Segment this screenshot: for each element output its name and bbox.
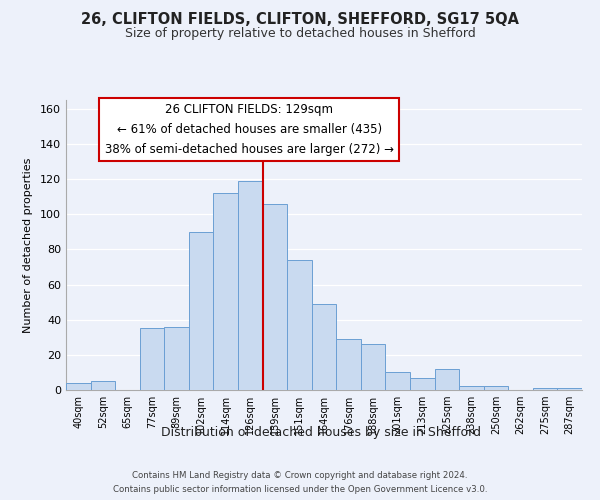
Text: Size of property relative to detached houses in Shefford: Size of property relative to detached ho… [125, 28, 475, 40]
Bar [91, 381, 115, 390]
Bar [287, 260, 312, 390]
Bar [557, 388, 582, 390]
Text: Distribution of detached houses by size in Shefford: Distribution of detached houses by size … [161, 426, 481, 439]
Bar [189, 232, 214, 390]
Bar [361, 344, 385, 390]
Bar [410, 378, 434, 390]
Bar [336, 339, 361, 390]
Bar [238, 181, 263, 390]
Bar [484, 386, 508, 390]
Bar [459, 386, 484, 390]
Bar [385, 372, 410, 390]
Bar [533, 388, 557, 390]
Text: Contains public sector information licensed under the Open Government Licence v3: Contains public sector information licen… [113, 484, 487, 494]
Bar [164, 326, 189, 390]
Bar [214, 193, 238, 390]
Bar [140, 328, 164, 390]
Bar [434, 369, 459, 390]
Text: 26, CLIFTON FIELDS, CLIFTON, SHEFFORD, SG17 5QA: 26, CLIFTON FIELDS, CLIFTON, SHEFFORD, S… [81, 12, 519, 28]
Bar [263, 204, 287, 390]
Bar [312, 304, 336, 390]
Text: 26 CLIFTON FIELDS: 129sqm
← 61% of detached houses are smaller (435)
38% of semi: 26 CLIFTON FIELDS: 129sqm ← 61% of detac… [104, 103, 394, 156]
Bar [66, 383, 91, 390]
Y-axis label: Number of detached properties: Number of detached properties [23, 158, 33, 332]
Text: Contains HM Land Registry data © Crown copyright and database right 2024.: Contains HM Land Registry data © Crown c… [132, 472, 468, 480]
